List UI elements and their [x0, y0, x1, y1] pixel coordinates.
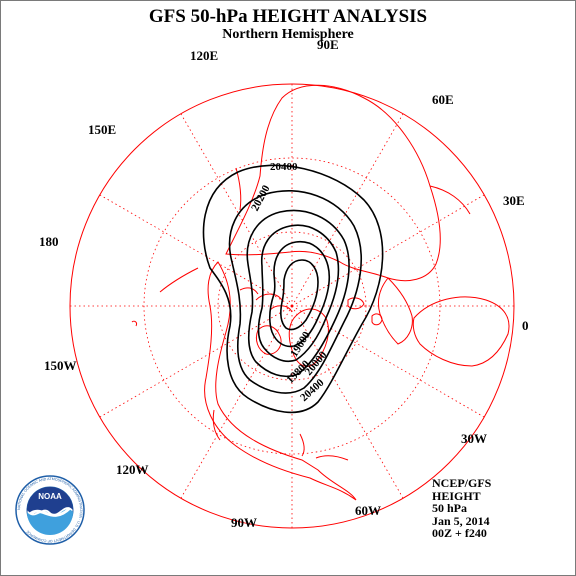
lon-label-0: 0 — [522, 318, 529, 333]
info-date: Jan 5, 2014 — [432, 513, 490, 528]
lon-label-30w: 30W — [461, 431, 487, 446]
coast-caribbean — [315, 455, 349, 461]
contour-label: 20400 — [270, 161, 298, 173]
coast-india — [429, 185, 471, 215]
coastlines — [131, 84, 510, 501]
lon-label-180: 180 — [39, 234, 59, 249]
lon-label-150e: 150E — [88, 122, 117, 137]
coast-north-america — [204, 261, 357, 501]
latitude-circle-60 — [217, 231, 367, 381]
lon-label-30e: 30E — [503, 193, 525, 208]
contour-19600 — [269, 241, 331, 348]
coast-europe — [377, 277, 413, 345]
lon-label-60w: 60W — [355, 503, 381, 518]
lon-label-120e: 120E — [190, 48, 219, 63]
map-title: GFS 50-hPa HEIGHT ANALYSIS — [148, 6, 428, 27]
height-contours — [202, 164, 384, 414]
info-field: HEIGHT — [432, 488, 481, 503]
info-level: 50 hPa — [432, 501, 468, 515]
coast-aleutians — [159, 267, 199, 293]
noaa-logo-text: NOAA — [38, 492, 62, 501]
model-info-block: NCEP/GFS HEIGHT 50 hPa Jan 5, 2014 00Z +… — [432, 477, 491, 540]
latitude-circle-30 — [143, 157, 441, 455]
coast-japan — [235, 167, 242, 211]
contour-label: 20400 — [298, 376, 327, 404]
noaa-logo: NOAA NATIONAL OCEANIC AND ATMOSPHERIC AD… — [15, 475, 85, 545]
lon-label-150w: 150W — [44, 358, 77, 373]
info-run: 00Z + f240 — [432, 526, 487, 540]
contour-19800 — [257, 224, 340, 363]
info-source: NCEP/GFS — [432, 476, 492, 490]
contour-19400 — [280, 259, 319, 331]
contour-20400 — [202, 164, 384, 414]
noaa-logo-top — [27, 487, 73, 514]
noaa-logo-bird — [29, 506, 72, 517]
coast-uk — [371, 313, 383, 326]
coast-baja — [212, 409, 221, 441]
lon-label-60e: 60E — [432, 92, 454, 107]
contour-20000 — [246, 209, 350, 378]
coast-hawaii — [131, 320, 137, 327]
coast-florida — [299, 433, 305, 457]
contour-20200 — [228, 190, 363, 394]
map-subtitle: Northern Hemisphere — [222, 27, 354, 42]
coast-eurasia — [225, 84, 441, 282]
coast-greenland — [288, 308, 329, 367]
coast-africa — [412, 296, 510, 367]
lon-label-120w: 120W — [116, 462, 149, 477]
lon-label-90w: 90W — [231, 515, 257, 530]
lon-label-90e: 90E — [317, 37, 339, 52]
